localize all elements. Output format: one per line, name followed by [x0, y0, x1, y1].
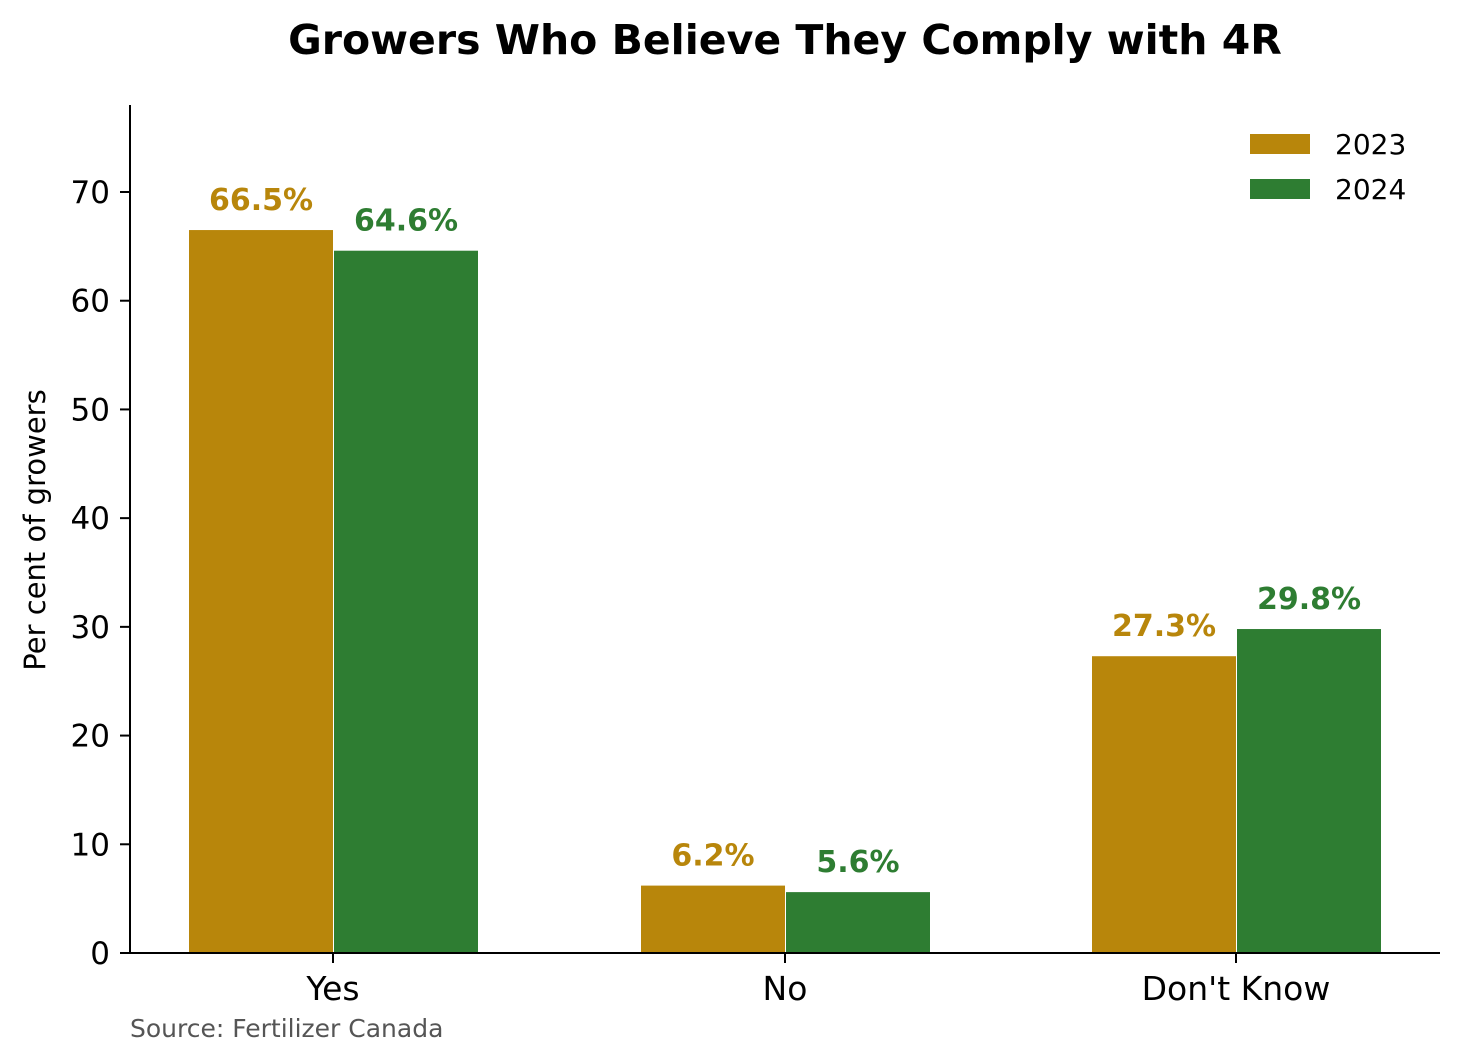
y-tick-label: 60 [71, 284, 110, 320]
source-note: Source: Fertilizer Canada [130, 1014, 443, 1043]
y-tick-label: 0 [90, 936, 110, 972]
y-tick-label: 70 [71, 175, 110, 211]
chart-title: Growers Who Believe They Comply with 4R [288, 16, 1282, 64]
y-tick-label: 10 [71, 827, 110, 863]
bar-2024-don-t-know [1237, 629, 1381, 953]
y-axis-label: Per cent of growers [18, 389, 52, 670]
x-tick-label: No [763, 969, 808, 1008]
legend-swatch-2023 [1250, 134, 1310, 154]
bar-2023-no [641, 885, 785, 953]
bar-2024-yes [334, 250, 478, 954]
y-tick-label: 50 [71, 392, 110, 428]
y-tick-label: 20 [71, 719, 110, 755]
legend-label-2023: 2023 [1335, 128, 1406, 161]
y-axis: 0 10 20 30 40 50 60 70 [71, 105, 131, 972]
value-label: 27.3% [1112, 609, 1216, 644]
y-tick-label: 30 [71, 610, 110, 646]
value-label: 5.6% [816, 845, 899, 880]
bar-2023-don-t-know [1092, 656, 1236, 953]
value-label: 64.6% [354, 204, 458, 239]
x-tick-label: Yes [305, 969, 359, 1008]
value-label: 29.8% [1257, 582, 1361, 617]
plot-area: 66.5% 6.2% 27.3% 64.6% 5.6% 29.8% [189, 183, 1381, 954]
bar-2023-yes [189, 230, 333, 954]
value-label: 66.5% [209, 183, 313, 218]
legend-label-2024: 2024 [1335, 173, 1406, 206]
x-tick-label: Don't Know [1142, 969, 1331, 1008]
bar-2024-no [786, 892, 930, 953]
value-label: 6.2% [671, 839, 754, 874]
legend: 2023 2024 [1250, 128, 1406, 206]
legend-swatch-2024 [1250, 179, 1310, 199]
x-axis: Yes No Don't Know [129, 952, 1440, 1008]
y-tick-label: 40 [71, 501, 110, 537]
